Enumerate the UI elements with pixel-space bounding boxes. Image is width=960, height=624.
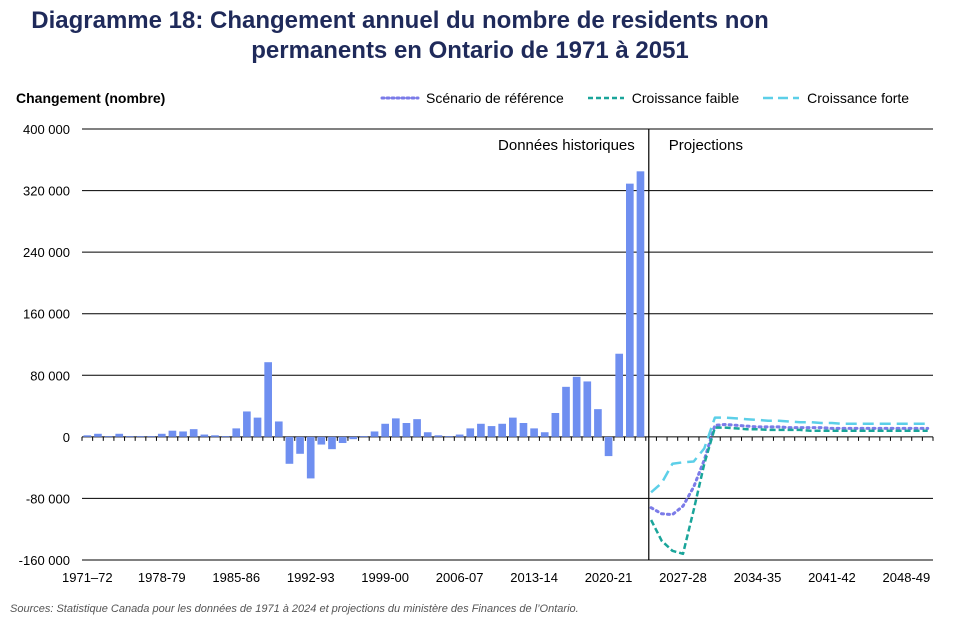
bar [583, 381, 592, 437]
bar [232, 428, 241, 437]
bar [615, 353, 624, 437]
x-tick-label: 1978-79 [138, 570, 186, 585]
y-tick-label: 160 000 [23, 307, 70, 322]
legend-item-low: Croissance faible [586, 90, 739, 106]
y-axis-label: Changement (nombre) [16, 90, 166, 106]
series-line-low [649, 426, 928, 556]
bar [349, 436, 358, 440]
x-tick-label: 2027-28 [659, 570, 707, 585]
bar [391, 418, 400, 437]
bar [487, 426, 496, 437]
bar [508, 417, 517, 437]
bar [189, 429, 198, 437]
legend-item-high: Croissance forte [761, 90, 909, 106]
legend-label-low: Croissance faible [631, 90, 740, 106]
annotation-historical: Données historiques [498, 137, 635, 154]
series-line-high [650, 416, 928, 494]
x-tick-label: 2013-14 [510, 570, 558, 585]
x-tick-label: 1992-93 [287, 570, 335, 585]
legend-item-reference: Scénario de référence [380, 90, 564, 106]
bar [317, 436, 326, 445]
bar [530, 428, 538, 437]
legend-swatch-reference [380, 96, 420, 100]
y-tick-label: 80 000 [30, 368, 70, 383]
bar [626, 183, 634, 437]
x-tick-label: 2006-07 [436, 570, 484, 585]
bar [360, 436, 368, 437]
y-tick-label: -80 000 [26, 491, 70, 506]
bar [551, 412, 560, 437]
bar [423, 432, 432, 437]
bar [477, 423, 485, 437]
bar [434, 435, 443, 437]
bar [402, 423, 411, 437]
bar [381, 423, 389, 437]
bar [200, 434, 209, 437]
bar [211, 435, 219, 437]
y-tick-label: 240 000 [23, 245, 70, 260]
legend-label-reference: Scénario de référence [426, 90, 564, 106]
x-tick-label: 2034-35 [734, 570, 782, 585]
x-tick-label: 2048-49 [883, 570, 931, 585]
bar [296, 436, 304, 454]
bar [540, 432, 549, 437]
bar [562, 386, 570, 437]
annotation-projections: Projections [669, 137, 743, 154]
bar [221, 436, 230, 437]
bar [179, 431, 187, 437]
bar [466, 428, 475, 437]
bar [115, 433, 124, 437]
bar [253, 417, 262, 437]
bar [636, 171, 645, 437]
bar [413, 419, 421, 437]
legend: Scénario de référence Croissance faible … [380, 90, 909, 106]
y-tick-label: 320 000 [23, 184, 70, 199]
bar [243, 411, 251, 437]
bar [498, 423, 507, 437]
bar [594, 409, 602, 437]
bar [306, 436, 315, 479]
series-line-reference [649, 423, 930, 517]
y-tick-label: 0 [63, 430, 70, 445]
chart-title-line1: Diagramme 18: Changement annuel du nombr… [31, 7, 769, 34]
bar [168, 430, 177, 437]
bar [338, 436, 347, 444]
bar [274, 421, 283, 437]
legend-swatch-low [587, 96, 624, 100]
bar [126, 436, 134, 437]
bar [136, 436, 145, 437]
chart-title-line2: permanents en Ontario de 1971 à 2051 [251, 37, 689, 64]
bar [519, 423, 528, 437]
bar [455, 434, 464, 437]
source-note: Sources: Statistique Canada pour les don… [10, 603, 579, 615]
x-tick-label: 1971–72 [62, 570, 113, 585]
bar [157, 433, 166, 437]
x-tick-label: 1999-00 [361, 570, 409, 585]
bar [94, 433, 102, 437]
x-tick-label: 2020-21 [585, 570, 633, 585]
y-tick-label: -160 000 [19, 553, 70, 568]
chart-title: Diagramme 18: Changement annuel du nombr… [0, 6, 960, 66]
bar [445, 436, 453, 437]
bar [328, 436, 336, 450]
y-tick-label: 400 000 [23, 122, 70, 137]
x-tick-label: 2041-42 [808, 570, 856, 585]
legend-swatch-high [763, 96, 800, 100]
bar [572, 376, 581, 437]
bar [370, 431, 379, 437]
legend-label-high: Croissance forte [807, 90, 910, 106]
bar [83, 435, 92, 437]
bar [264, 362, 272, 437]
x-tick-label: 1985-86 [212, 570, 260, 585]
bar [285, 436, 294, 464]
bar [604, 436, 613, 457]
bar [104, 436, 113, 437]
bar [147, 436, 155, 437]
